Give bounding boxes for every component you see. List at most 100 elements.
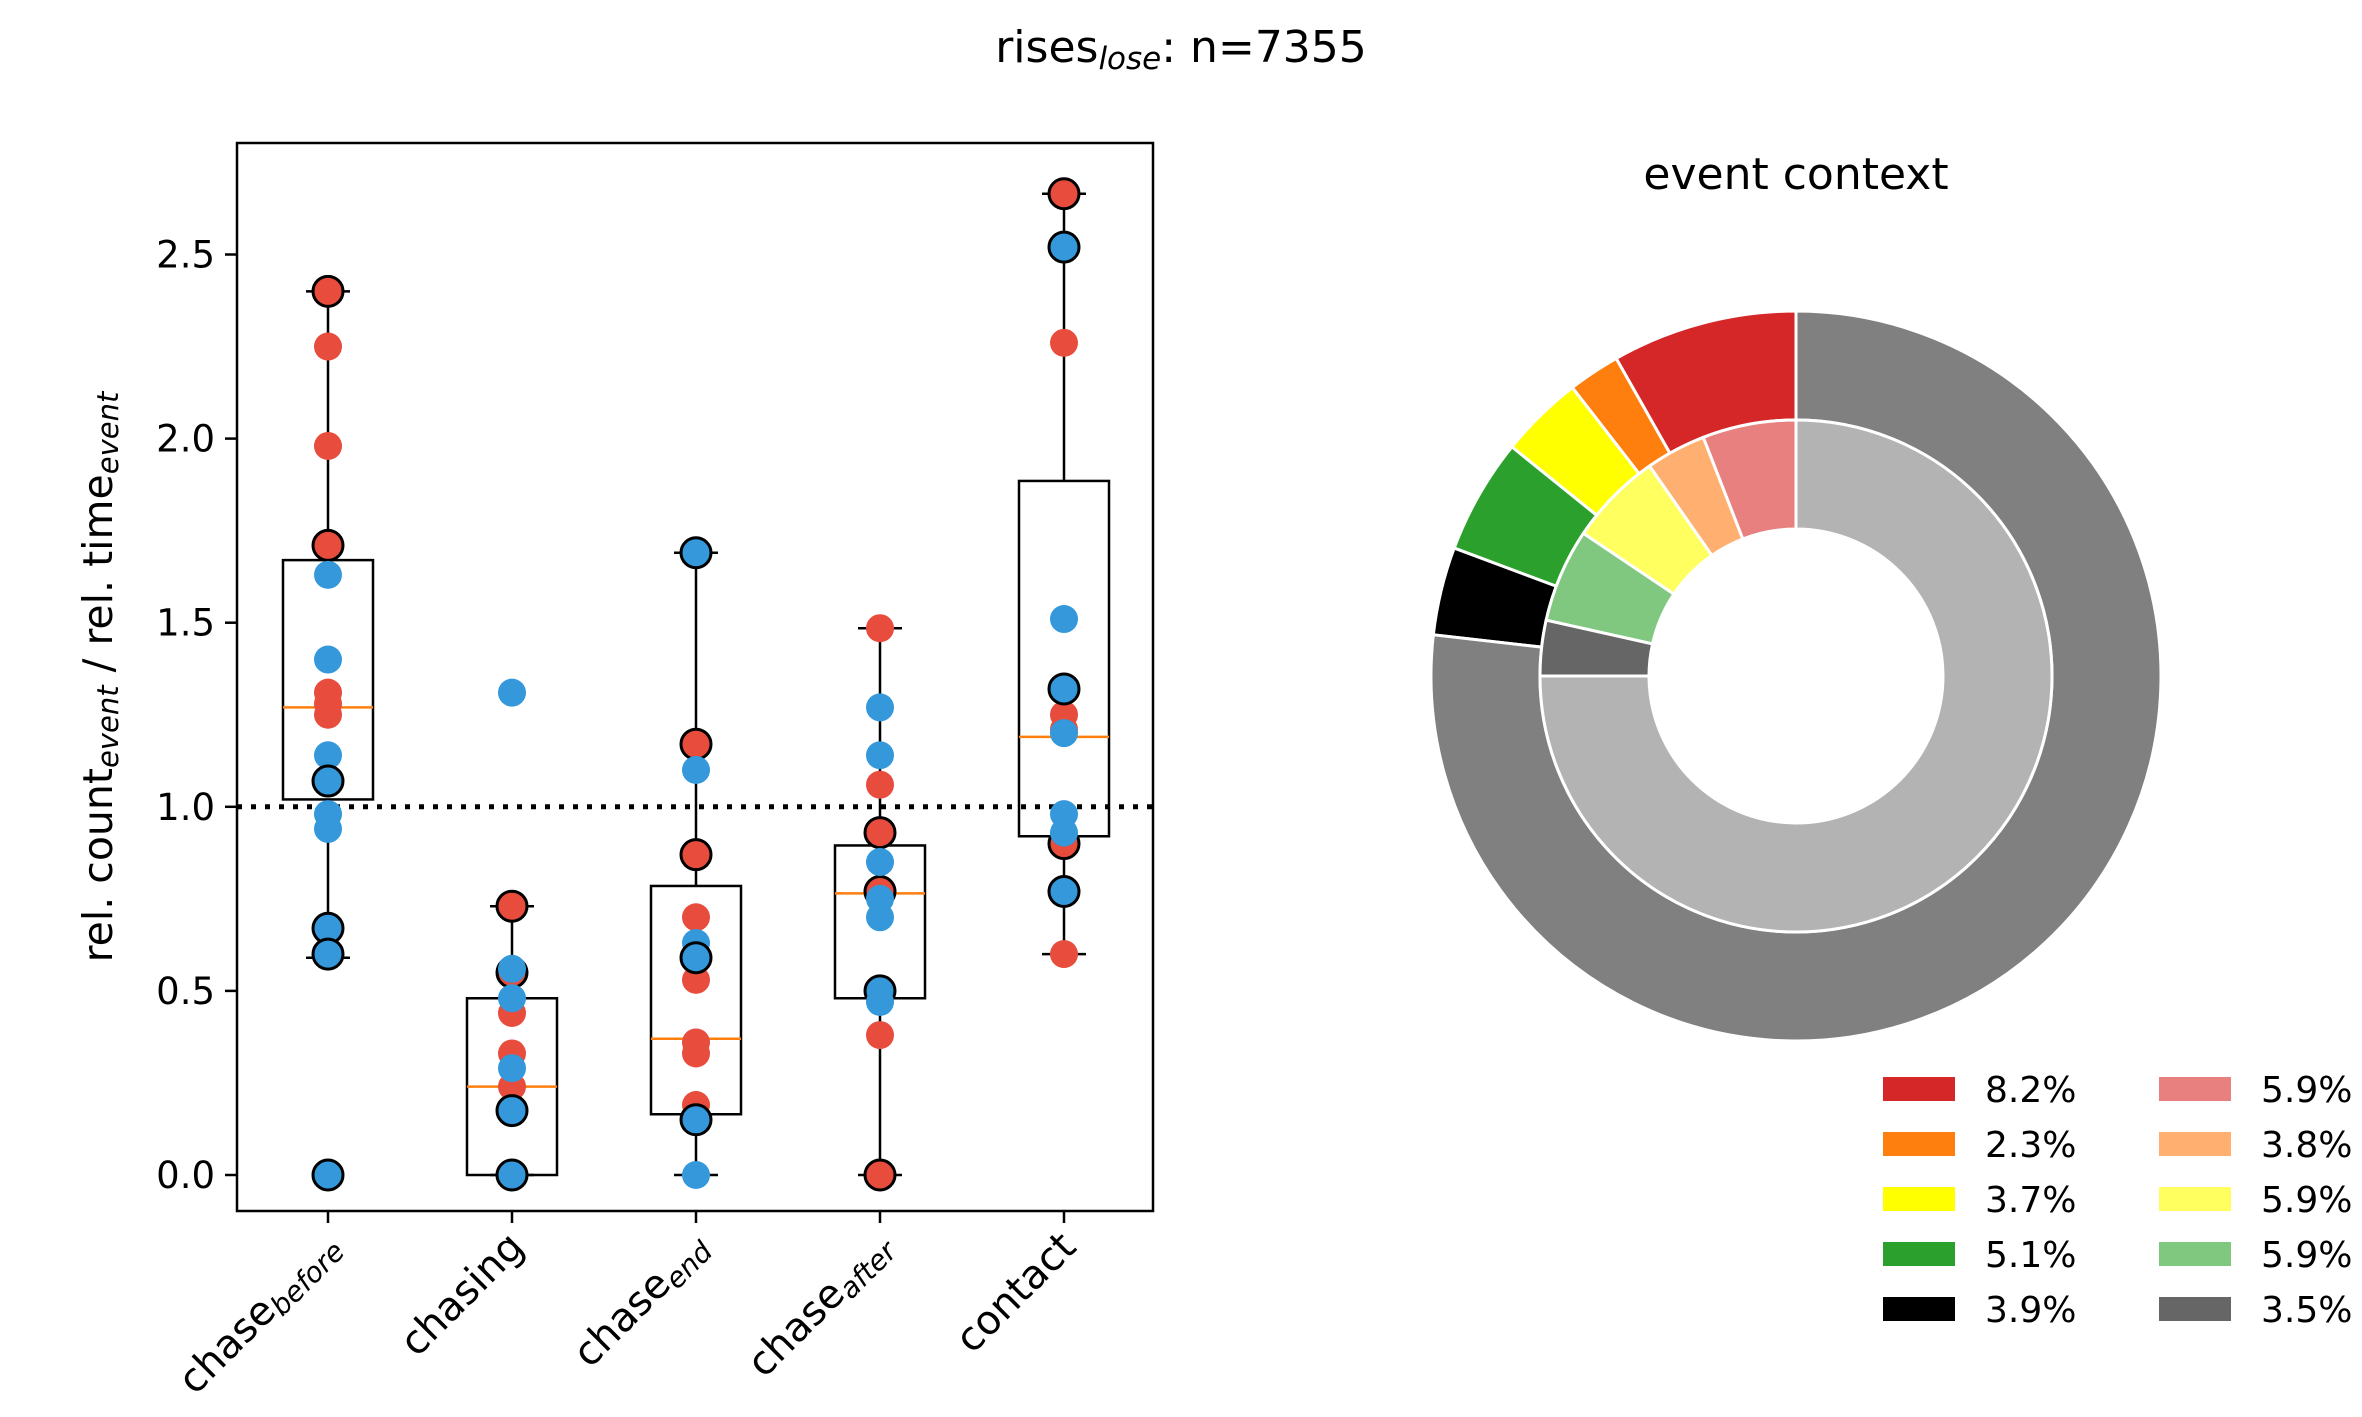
data-point: [1047, 230, 1081, 264]
legend-item: 8.2%: [1883, 1070, 2076, 1111]
figure-title-rest: : n=7355: [1161, 22, 1367, 73]
data-point: [866, 614, 894, 643]
legend-item: 5.1%: [1883, 1235, 2076, 1276]
data-point: [866, 741, 894, 770]
donut-title: event context: [1643, 149, 1948, 200]
data-point: [866, 987, 894, 1016]
legend-item: 3.7%: [1883, 1180, 2076, 1221]
data-point: [682, 1161, 710, 1189]
x-tick-label: chasebefore: [169, 1224, 351, 1406]
y-tick-label: 1.0: [156, 786, 215, 829]
legend-item: 3.9%: [1883, 1290, 2076, 1331]
series-1-points: [311, 230, 1081, 1192]
data-point: [314, 560, 342, 589]
data-point: [682, 903, 710, 932]
data-point: [1050, 940, 1078, 969]
data-point: [311, 764, 345, 798]
x-tick-label-base: chasing: [391, 1224, 533, 1366]
data-point: [866, 903, 894, 932]
y-tick-label: 2.5: [156, 234, 215, 277]
legend-swatch: [2159, 1242, 2231, 1266]
data-point: [863, 816, 897, 850]
data-point: [1047, 874, 1081, 908]
data-point: [1047, 177, 1081, 211]
y-axis-label: rel. countevent / rel. timeevent: [74, 390, 125, 962]
data-point: [679, 727, 713, 761]
data-point: [311, 1158, 345, 1192]
box-0: [281, 290, 375, 960]
data-point: [314, 741, 342, 770]
legend: 8.2% 2.3% 3.7% 5.1% 3.9% 5.9% 3.8% 5.9% 5.9% 3.5%: [1883, 1070, 2352, 1331]
data-point: [495, 1158, 529, 1192]
data-point: [679, 838, 713, 872]
y-tick-label: 1.5: [156, 602, 215, 645]
legend-label: 3.7%: [1985, 1180, 2076, 1221]
data-point: [1050, 719, 1078, 748]
data-point: [1047, 672, 1081, 706]
legend-swatch: [1883, 1077, 1955, 1101]
box-iqr: [1017, 479, 1111, 838]
data-point: [314, 332, 342, 361]
data-point: [682, 755, 710, 784]
x-tick-label: chaseafter: [738, 1222, 904, 1388]
y-tick-label: 0.0: [156, 1154, 215, 1197]
data-point: [679, 1103, 713, 1137]
legend-label: 5.1%: [1985, 1235, 2076, 1276]
legend-item: 5.9%: [2159, 1235, 2352, 1276]
data-point: [498, 678, 526, 707]
legend-swatch: [1883, 1297, 1955, 1321]
y-axis-label-part1: rel. count: [74, 768, 122, 962]
y-axis: 0.0 0.5 1.0 1.5 2.0 2.5: [156, 234, 237, 1197]
data-point: [682, 965, 710, 994]
x-tick-label-base: chase: [169, 1288, 284, 1403]
legend-swatch: [2159, 1297, 2231, 1321]
legend-label: 5.9%: [2261, 1235, 2352, 1276]
data-point: [314, 431, 342, 460]
data-point: [866, 1021, 894, 1050]
legend-item: 3.8%: [2159, 1125, 2352, 1166]
legend-swatch: [1883, 1187, 1955, 1211]
x-tick-label: chasing: [391, 1224, 533, 1366]
legend-swatch: [2159, 1077, 2231, 1101]
x-tick-label: contact: [947, 1224, 1085, 1362]
data-point: [311, 528, 345, 562]
x-tick-label-sub: before: [264, 1235, 351, 1322]
legend-item: 2.3%: [1883, 1125, 2076, 1166]
data-points: [311, 177, 1081, 1192]
legend-label: 3.9%: [1985, 1290, 2076, 1331]
figure-title-base: rises: [995, 22, 1098, 73]
data-point: [866, 770, 894, 799]
inner-ring: [1538, 418, 2054, 934]
data-point: [866, 693, 894, 722]
figure-title-sub: lose: [1098, 41, 1161, 77]
data-point: [314, 814, 342, 843]
y-tick-label: 2.0: [156, 418, 215, 461]
legend-label: 5.9%: [2261, 1070, 2352, 1111]
event-context-donut-chart: event context 8.2% 2.3% 3.7% 5.1% 3.9% 5.9% 3.…: [1429, 149, 2352, 1331]
data-point: [495, 1094, 529, 1128]
box-plot-chart: 0.00.51.01.52.02.5 chasebefore chasing cha…: [74, 141, 1155, 1406]
y-axis-label-part2: / rel. time: [74, 474, 122, 685]
data-point: [311, 937, 345, 971]
legend-label: 3.8%: [2261, 1125, 2352, 1166]
x-tick-label-base: chase: [564, 1261, 679, 1376]
x-tick-label: chaseend: [564, 1223, 719, 1378]
legend-item: 5.9%: [2159, 1070, 2352, 1111]
x-tick-label-base: chase: [738, 1271, 853, 1386]
data-point: [1050, 605, 1078, 634]
data-point: [679, 941, 713, 975]
legend-item: 3.5%: [2159, 1290, 2352, 1331]
legend-swatch: [1883, 1132, 1955, 1156]
y-tick-label: 0.5: [156, 970, 215, 1013]
data-point: [311, 274, 345, 308]
data-point: [314, 700, 342, 729]
figure-title: riseslose: n=7355: [995, 22, 1367, 77]
legend-item: 5.9%: [2159, 1180, 2352, 1221]
data-point: [495, 889, 529, 923]
data-point: [498, 984, 526, 1013]
legend-label: 8.2%: [1985, 1070, 2076, 1111]
data-point: [1050, 328, 1078, 357]
data-point: [498, 1054, 526, 1083]
legend-label: 2.3%: [1985, 1125, 2076, 1166]
